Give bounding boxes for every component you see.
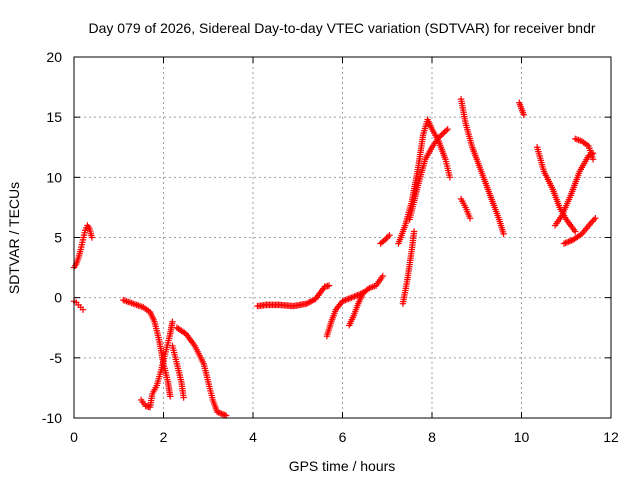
series-arc-20 — [560, 215, 599, 247]
x-tick-label: 12 — [603, 429, 619, 445]
data-point — [386, 231, 393, 239]
data-point — [216, 409, 224, 417]
series-arc-19 — [572, 135, 597, 163]
data-point — [379, 272, 386, 280]
series-arc-17 — [533, 144, 579, 235]
data-point — [214, 408, 221, 416]
series-arc-07 — [254, 282, 333, 310]
series-arc-13 — [406, 126, 451, 223]
data-point — [380, 237, 387, 245]
series-arc-10 — [377, 231, 393, 247]
axis-ticks — [73, 56, 612, 419]
series-arc-15 — [457, 195, 474, 222]
data-point — [219, 411, 227, 418]
data-point — [446, 174, 454, 181]
y-tick-label: 0 — [54, 290, 62, 306]
data-point — [349, 293, 357, 301]
data-point — [438, 131, 445, 139]
data-points — [70, 95, 599, 419]
data-point — [348, 294, 355, 301]
data-point — [565, 238, 572, 245]
x-tick-label: 6 — [339, 429, 347, 445]
data-point — [355, 291, 363, 298]
data-point — [351, 293, 358, 300]
data-point — [589, 156, 597, 163]
y-tick-label: 10 — [46, 169, 62, 185]
chart-title: Day 079 of 2026, Sidereal Day-to-day VTE… — [88, 20, 595, 36]
data-point — [325, 282, 333, 289]
data-point — [218, 410, 225, 417]
y-tick-label: 5 — [54, 230, 62, 246]
data-point — [346, 295, 354, 302]
data-point — [339, 298, 346, 305]
series-arc-16 — [516, 99, 527, 118]
series-arc-04 — [137, 318, 176, 411]
y-tick-label: 15 — [46, 109, 62, 125]
data-point — [441, 128, 448, 136]
data-point — [410, 228, 418, 235]
data-point — [577, 231, 584, 239]
data-point — [435, 134, 442, 141]
data-point — [437, 133, 444, 140]
data-point — [560, 240, 568, 247]
x-tick-labels: 0 2 4 6 8 10 12 — [70, 429, 619, 445]
data-point — [215, 409, 222, 416]
data-point — [439, 130, 447, 137]
data-point — [572, 228, 579, 235]
data-point — [592, 215, 599, 222]
y-axis-label: SDTVAR / TECUs — [6, 182, 22, 294]
y-tick-label: -5 — [50, 350, 63, 366]
x-tick-label: 0 — [70, 429, 78, 445]
series-arc-01 — [70, 222, 96, 271]
data-point — [340, 297, 348, 304]
x-tick-label: 2 — [160, 429, 168, 445]
data-point — [359, 290, 366, 298]
x-axis-label: GPS time / hours — [289, 458, 396, 474]
series-arc-06 — [173, 324, 230, 419]
series-arc-14 — [457, 95, 507, 238]
y-tick-label: -10 — [42, 410, 62, 426]
data-point — [88, 234, 96, 241]
series-arc-11 — [399, 228, 418, 307]
data-point — [345, 295, 352, 303]
series-arc-05 — [169, 342, 187, 401]
series-arc-09 — [346, 290, 366, 329]
x-tick-label: 4 — [249, 429, 257, 445]
data-point — [167, 393, 174, 400]
data-point — [566, 237, 574, 245]
data-point — [354, 292, 361, 299]
x-tick-label: 8 — [428, 429, 436, 445]
data-point — [500, 230, 507, 238]
data-point — [79, 306, 87, 313]
data-point — [343, 296, 351, 303]
data-point — [352, 292, 360, 300]
data-point — [221, 411, 228, 419]
data-point — [342, 296, 349, 304]
data-point — [442, 127, 450, 134]
data-point — [466, 215, 474, 222]
series-arc-18 — [551, 150, 597, 229]
data-point — [169, 318, 176, 325]
data-point — [520, 111, 527, 118]
data-point — [180, 394, 187, 401]
data-point — [563, 239, 571, 246]
x-tick-label: 10 — [514, 429, 530, 445]
series-arc-08 — [323, 272, 386, 340]
y-tick-labels: -10 -5 0 5 10 15 20 — [42, 49, 62, 426]
data-point — [562, 239, 569, 247]
data-point — [444, 126, 451, 133]
y-tick-label: 20 — [46, 49, 62, 65]
